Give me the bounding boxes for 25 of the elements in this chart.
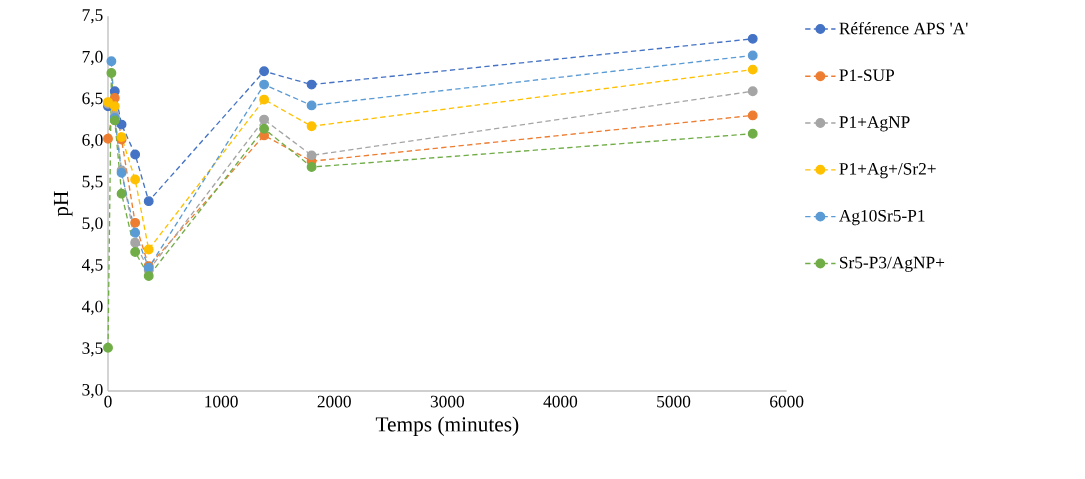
y-tick-label: 5,5 [82, 175, 103, 190]
legend-label: Ag10Sr5-P1 [839, 209, 925, 226]
legend-label: Sr5-P3/AgNP+ [840, 256, 945, 272]
y-tick-label: 4,0 [81, 300, 103, 315]
x-tick-label: 3000 [430, 395, 465, 408]
x-tick-label: 1000 [205, 395, 238, 408]
y-tick-label: 4,5 [81, 259, 103, 274]
y-axis-title: pH [53, 191, 73, 217]
y-tick-label: 7,5 [82, 9, 103, 24]
x-tick-label: 2000 [317, 395, 351, 408]
y-tick-label: 3,0 [82, 383, 103, 399]
legend-label: P1-SUP [839, 69, 895, 82]
x-tick-label: 0 [104, 395, 112, 408]
y-tick-label: 5,0 [82, 217, 103, 232]
x-tick-label: 5000 [657, 395, 691, 408]
legend-label: Référence APS 'A' [839, 21, 968, 35]
legend-label: P1+AgNP [839, 116, 910, 132]
x-axis-title: Temps (minutes) [375, 416, 519, 436]
y-tick-label: 6,5 [82, 92, 103, 107]
x-tick-label: 4000 [543, 395, 578, 408]
x-tick-label: 6000 [770, 395, 804, 408]
legend-label: P1+Ag+/Sr2+ [839, 163, 936, 179]
y-tick-label: 3,5 [82, 342, 103, 357]
y-tick-label: 7,0 [82, 50, 103, 66]
y-tick-label: 6,0 [82, 134, 103, 149]
